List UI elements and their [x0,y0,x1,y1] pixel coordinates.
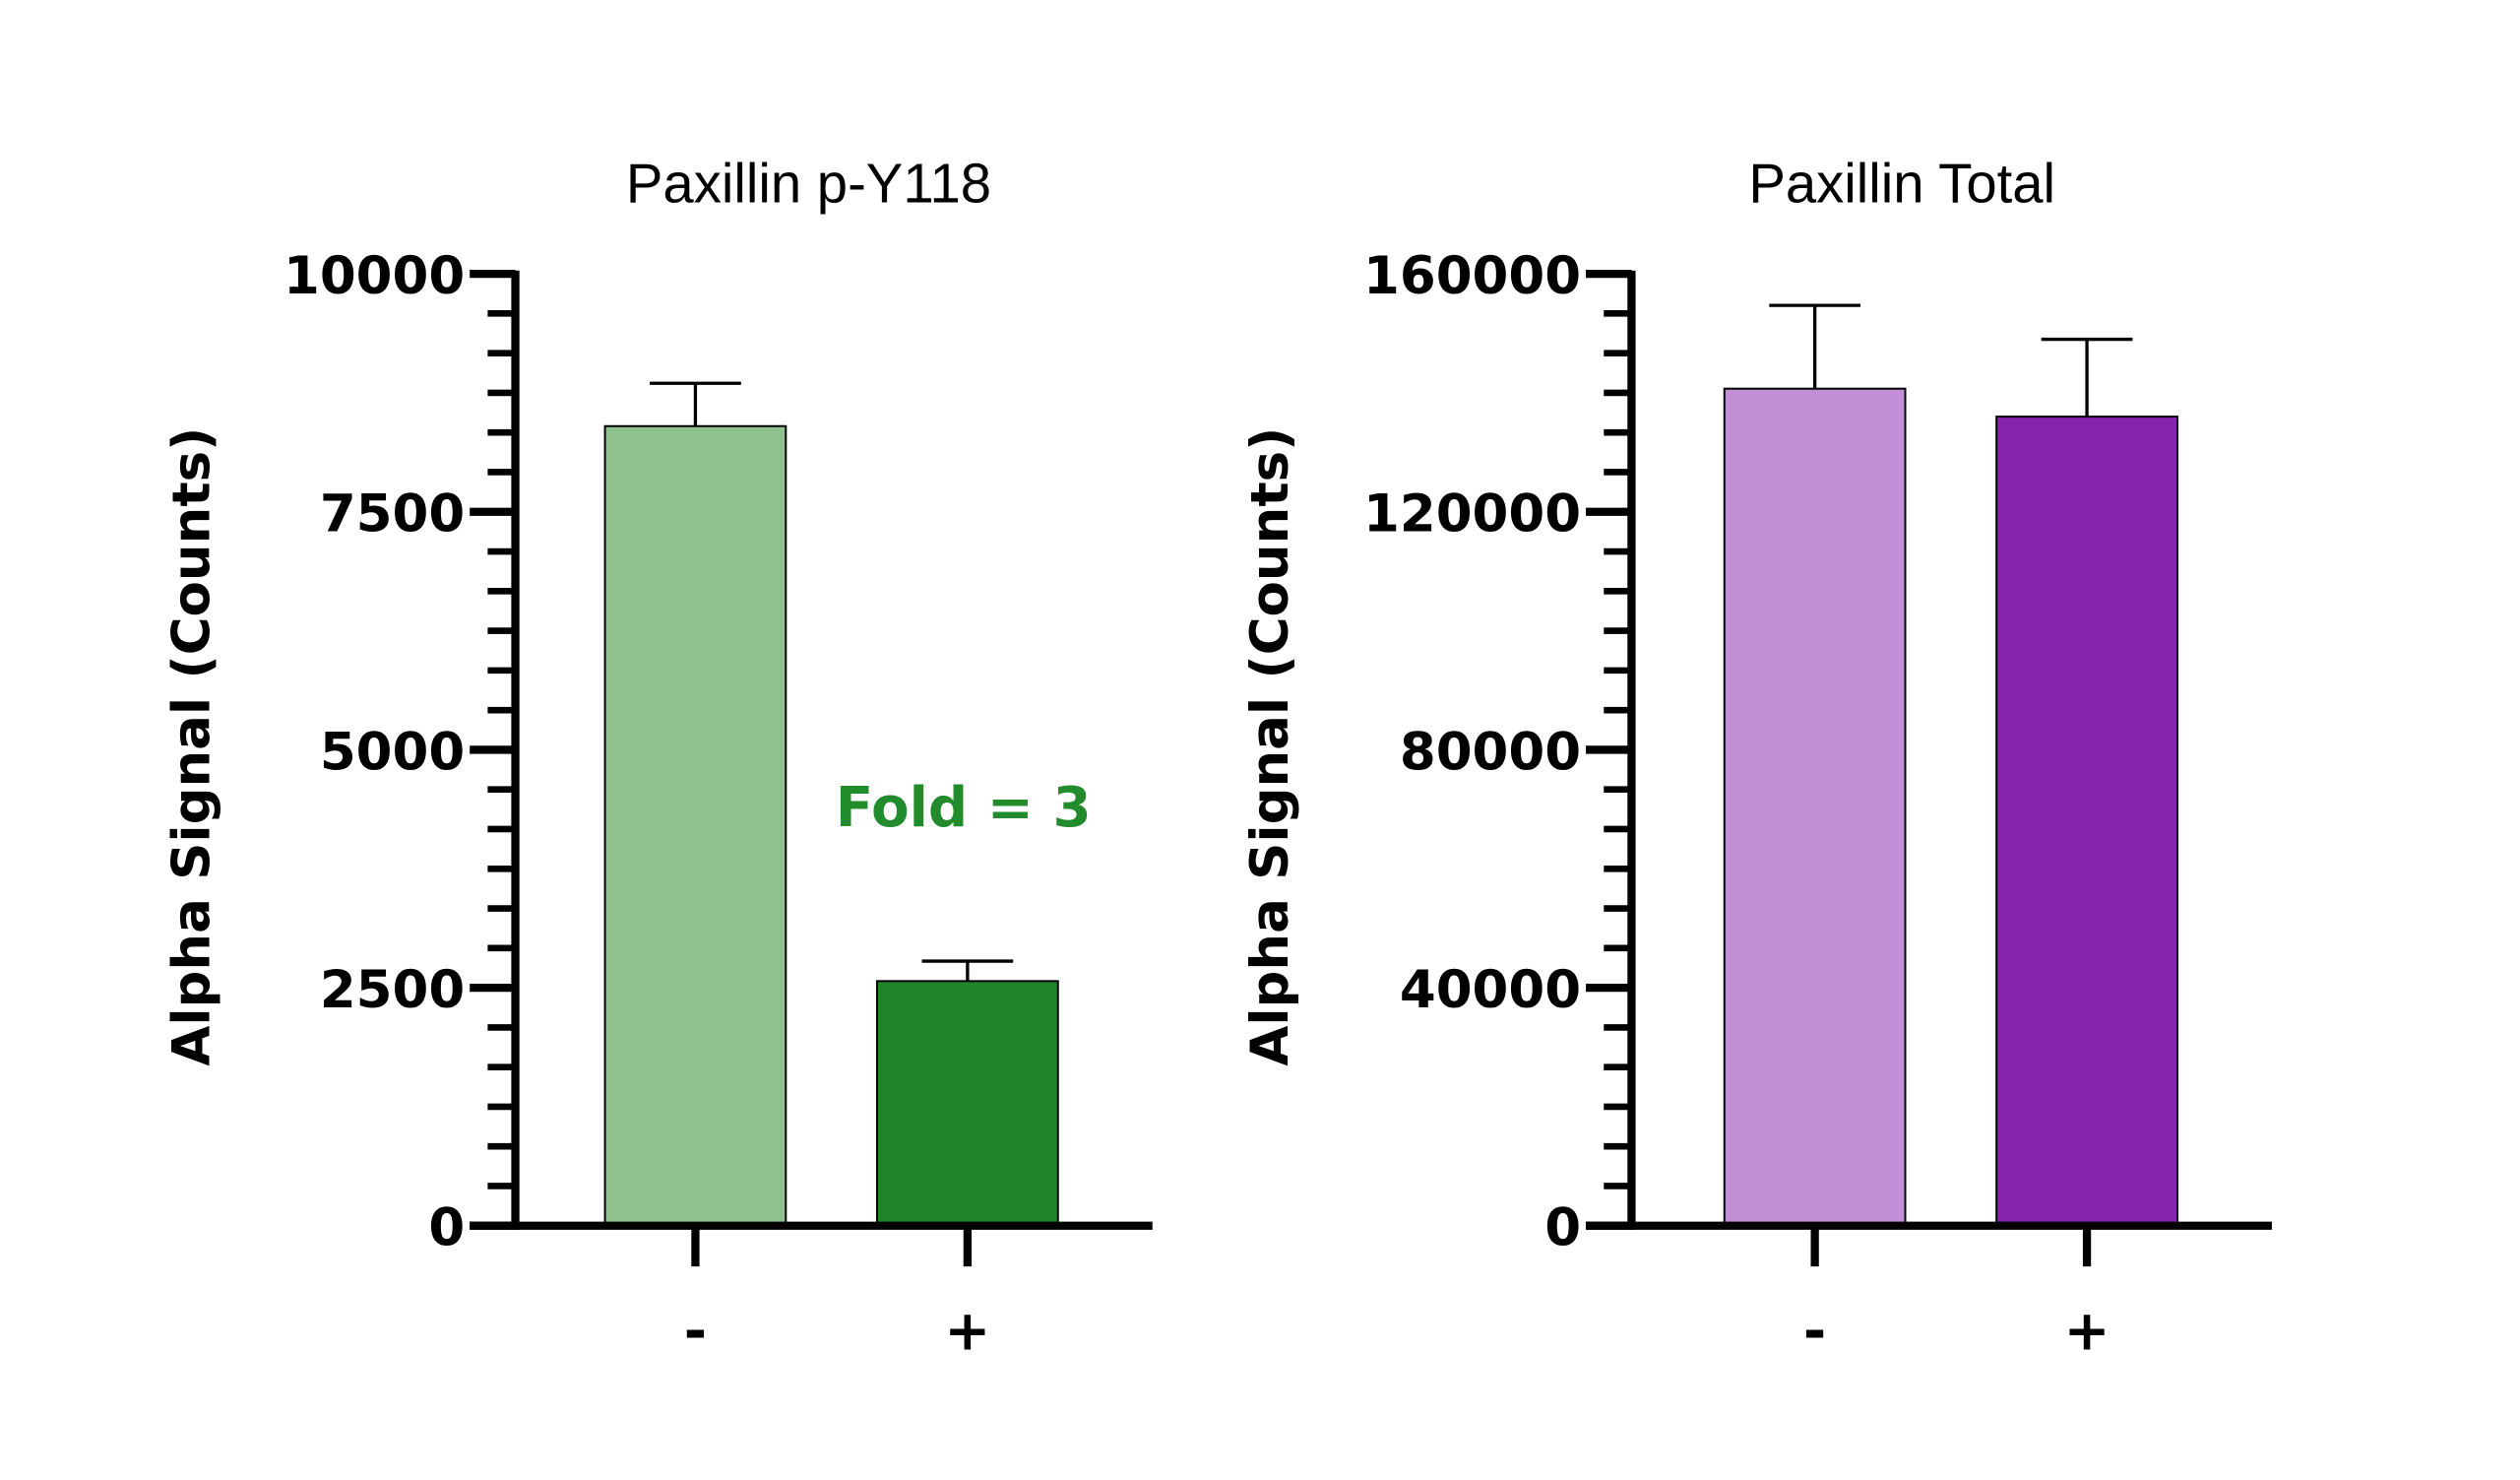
y-tick-label: 80000 [1400,722,1581,782]
y-tick-label: 160000 [1363,246,1581,306]
y-tick-label: 5000 [320,722,465,782]
y-tick-label: 2500 [320,960,465,1020]
x-tick-label: + [944,1300,990,1364]
y-tick-label: 10000 [284,246,465,306]
bar-minus [603,424,788,1227]
bar-plus [876,980,1059,1227]
bar-minus [1723,387,1907,1227]
chart-paxillin-py118: Paxillin p-Y118 Alpha Signal (Counts) Fo… [161,152,1153,1364]
y-tick-label: 0 [428,1198,465,1258]
x-tick-label: - [1803,1300,1826,1364]
chart-title: Paxillin p-Y118 [626,152,991,214]
bar-plus [1995,416,2178,1227]
fold-annotation: Fold = 3 [836,776,1092,840]
y-tick-label: 120000 [1363,484,1581,545]
x-tick-label: + [2063,1300,2110,1364]
y-tick-label: 40000 [1400,960,1581,1020]
y-tick-label: 0 [1544,1198,1581,1258]
y-axis-label: Alpha Signal (Counts) [161,427,221,1066]
y-axis-label: Alpha Signal (Counts) [1240,427,1300,1066]
x-tick-label: - [684,1300,707,1364]
chart-paxillin-total: Paxillin Total Alpha Signal (Counts) - +0… [1240,152,2272,1364]
y-tick-label: 7500 [320,484,465,545]
chart-title: Paxillin Total [1748,152,2055,214]
